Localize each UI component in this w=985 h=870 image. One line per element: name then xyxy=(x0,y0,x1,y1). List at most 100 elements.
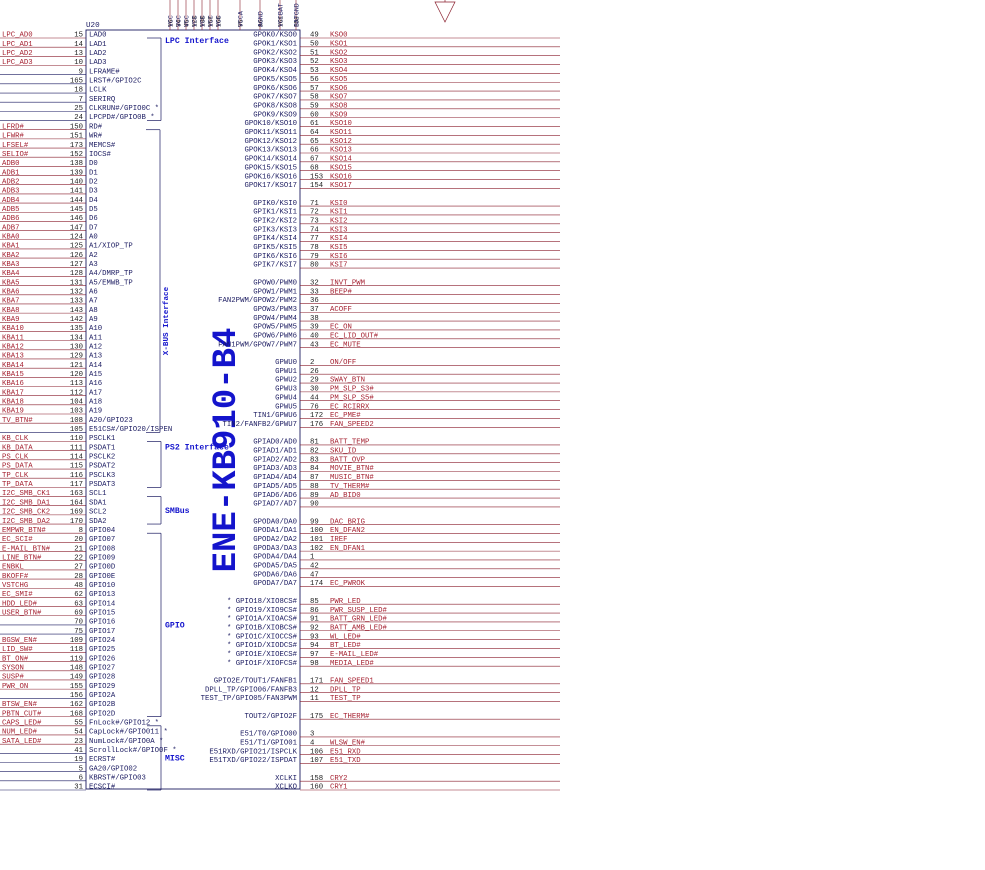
svg-text:GPIK0/KSI0: GPIK0/KSI0 xyxy=(253,200,297,208)
svg-text:CRY2: CRY2 xyxy=(330,775,348,783)
svg-text:175: 175 xyxy=(310,713,323,721)
svg-text:135: 135 xyxy=(70,325,83,333)
svg-text:GPIO16: GPIO16 xyxy=(89,619,115,627)
svg-text:PS_CLK: PS_CLK xyxy=(2,454,29,462)
svg-text:AD_BID0: AD_BID0 xyxy=(330,492,361,500)
svg-text:KSI1: KSI1 xyxy=(330,209,348,217)
svg-text:149: 149 xyxy=(70,674,83,682)
svg-text:BKOFF#: BKOFF# xyxy=(2,573,29,581)
svg-text:EC_MUTE: EC_MUTE xyxy=(330,341,361,349)
svg-text:FAN1PWM/GPOW7/PWM7: FAN1PWM/GPOW7/PWM7 xyxy=(218,341,297,349)
svg-text:SWAY_BTN: SWAY_BTN xyxy=(330,377,365,385)
svg-text:LFRD#: LFRD# xyxy=(2,123,25,131)
svg-text:KSO5: KSO5 xyxy=(330,76,348,84)
svg-text:GPIO2E/TOUT1/FANFB1: GPIO2E/TOUT1/FANFB1 xyxy=(214,678,298,686)
svg-text:65: 65 xyxy=(310,138,319,146)
svg-text:E51/T0/GPIO00: E51/T0/GPIO00 xyxy=(240,731,297,739)
svg-text:GPOK15/KSO15: GPOK15/KSO15 xyxy=(244,164,297,172)
svg-text:GPIO: GPIO xyxy=(165,621,185,630)
svg-text:KBA14: KBA14 xyxy=(2,362,25,370)
svg-text:BEEP#: BEEP# xyxy=(330,288,353,296)
svg-text:D1: D1 xyxy=(89,169,98,177)
svg-text:GPIO07: GPIO07 xyxy=(89,536,115,544)
svg-text:* GPIO1F/XIOFCS#: * GPIO1F/XIOFCS# xyxy=(227,660,298,668)
svg-text:KBA3: KBA3 xyxy=(2,261,20,269)
svg-text:GPIAD5/AD5: GPIAD5/AD5 xyxy=(253,483,297,491)
svg-text:92: 92 xyxy=(310,624,319,632)
svg-text:176: 176 xyxy=(310,421,323,429)
svg-text:RD#: RD# xyxy=(89,123,103,131)
svg-text:KBA17: KBA17 xyxy=(2,389,24,397)
svg-text:IREF: IREF xyxy=(330,536,348,544)
svg-text:E-MAIL_LED#: E-MAIL_LED# xyxy=(330,651,379,659)
svg-text:108: 108 xyxy=(70,417,83,425)
svg-text:KSO12: KSO12 xyxy=(330,138,352,146)
svg-text:A19: A19 xyxy=(89,408,102,416)
svg-text:GPOK8/KSO8: GPOK8/KSO8 xyxy=(253,102,297,110)
svg-text:D0: D0 xyxy=(89,160,98,168)
svg-text:EC_SMI#: EC_SMI# xyxy=(2,591,33,599)
svg-text:GPOK6/KSO6: GPOK6/KSO6 xyxy=(253,85,297,93)
svg-text:79: 79 xyxy=(310,253,319,261)
svg-text:BATGND: BATGND xyxy=(294,3,301,27)
svg-text:GPODA1/DA1: GPODA1/DA1 xyxy=(253,527,297,535)
svg-text:KSO9: KSO9 xyxy=(330,111,348,119)
svg-text:* GPIO1B/XIOBCS#: * GPIO1B/XIOBCS# xyxy=(227,624,298,632)
svg-text:PWR_LED: PWR_LED xyxy=(330,598,361,606)
svg-text:115: 115 xyxy=(70,463,83,471)
svg-text:GPIO10: GPIO10 xyxy=(89,582,115,590)
svg-text:107: 107 xyxy=(310,757,323,765)
svg-text:U20: U20 xyxy=(86,22,100,30)
svg-text:31: 31 xyxy=(74,784,83,792)
svg-text:GPOK2/KSO2: GPOK2/KSO2 xyxy=(253,49,297,57)
svg-text:MUSIC_BTN#: MUSIC_BTN# xyxy=(330,474,374,482)
svg-text:GPOW6/PWM6: GPOW6/PWM6 xyxy=(253,333,297,341)
svg-text:32: 32 xyxy=(310,279,319,287)
svg-text:XCLKO: XCLKO xyxy=(275,784,298,792)
svg-text:PSCLK3: PSCLK3 xyxy=(89,472,115,480)
svg-text:* GPIO1A/XIOACS#: * GPIO1A/XIOACS# xyxy=(227,616,298,624)
svg-text:156: 156 xyxy=(70,692,83,700)
svg-text:18: 18 xyxy=(74,87,83,95)
svg-text:53: 53 xyxy=(310,67,319,75)
svg-text:77: 77 xyxy=(310,235,319,243)
svg-text:A10: A10 xyxy=(89,325,102,333)
svg-text:67: 67 xyxy=(310,156,319,164)
svg-text:GPOW3/PWM3: GPOW3/PWM3 xyxy=(253,306,297,314)
svg-text:PWR_SUSP_LED#: PWR_SUSP_LED# xyxy=(330,607,388,615)
svg-text:KSI5: KSI5 xyxy=(330,244,348,252)
svg-text:EC_SCI#: EC_SCI# xyxy=(2,536,33,544)
svg-text:VCC: VCC xyxy=(184,15,191,27)
svg-text:NUM_LED#: NUM_LED# xyxy=(2,729,38,737)
svg-text:KSO2: KSO2 xyxy=(330,49,348,57)
svg-text:101: 101 xyxy=(310,536,324,544)
svg-text:90: 90 xyxy=(310,501,319,509)
svg-text:I2C_SMB_CK2: I2C_SMB_CK2 xyxy=(2,509,50,517)
svg-text:66: 66 xyxy=(310,147,319,155)
svg-text:55: 55 xyxy=(74,720,83,728)
svg-text:GPIO25: GPIO25 xyxy=(89,646,115,654)
svg-text:13: 13 xyxy=(74,50,83,58)
svg-text:KBA12: KBA12 xyxy=(2,344,24,352)
svg-text:KBA15: KBA15 xyxy=(2,371,24,379)
svg-text:86: 86 xyxy=(310,607,319,615)
svg-text:MISC: MISC xyxy=(165,754,185,763)
svg-text:44: 44 xyxy=(310,394,319,402)
svg-text:42: 42 xyxy=(310,563,319,571)
svg-text:KBA7: KBA7 xyxy=(2,298,20,306)
svg-text:11: 11 xyxy=(310,695,319,703)
svg-text:A17: A17 xyxy=(89,389,102,397)
svg-text:51: 51 xyxy=(310,49,319,57)
svg-text:12: 12 xyxy=(310,686,319,694)
svg-text:GPOK7/KSO7: GPOK7/KSO7 xyxy=(253,94,297,102)
svg-text:LFRAME#: LFRAME# xyxy=(89,68,120,76)
svg-text:109: 109 xyxy=(70,637,83,645)
svg-text:KBA10: KBA10 xyxy=(2,325,24,333)
svg-text:KBA11: KBA11 xyxy=(2,334,25,342)
svg-text:LID_SW#: LID_SW# xyxy=(2,646,33,654)
svg-text:KBA2: KBA2 xyxy=(2,252,20,260)
svg-text:GPIO29: GPIO29 xyxy=(89,683,115,691)
svg-text:MEMCS#: MEMCS# xyxy=(89,142,116,150)
svg-text:A15: A15 xyxy=(89,371,102,379)
svg-text:GPOK3/KSO3: GPOK3/KSO3 xyxy=(253,58,297,66)
